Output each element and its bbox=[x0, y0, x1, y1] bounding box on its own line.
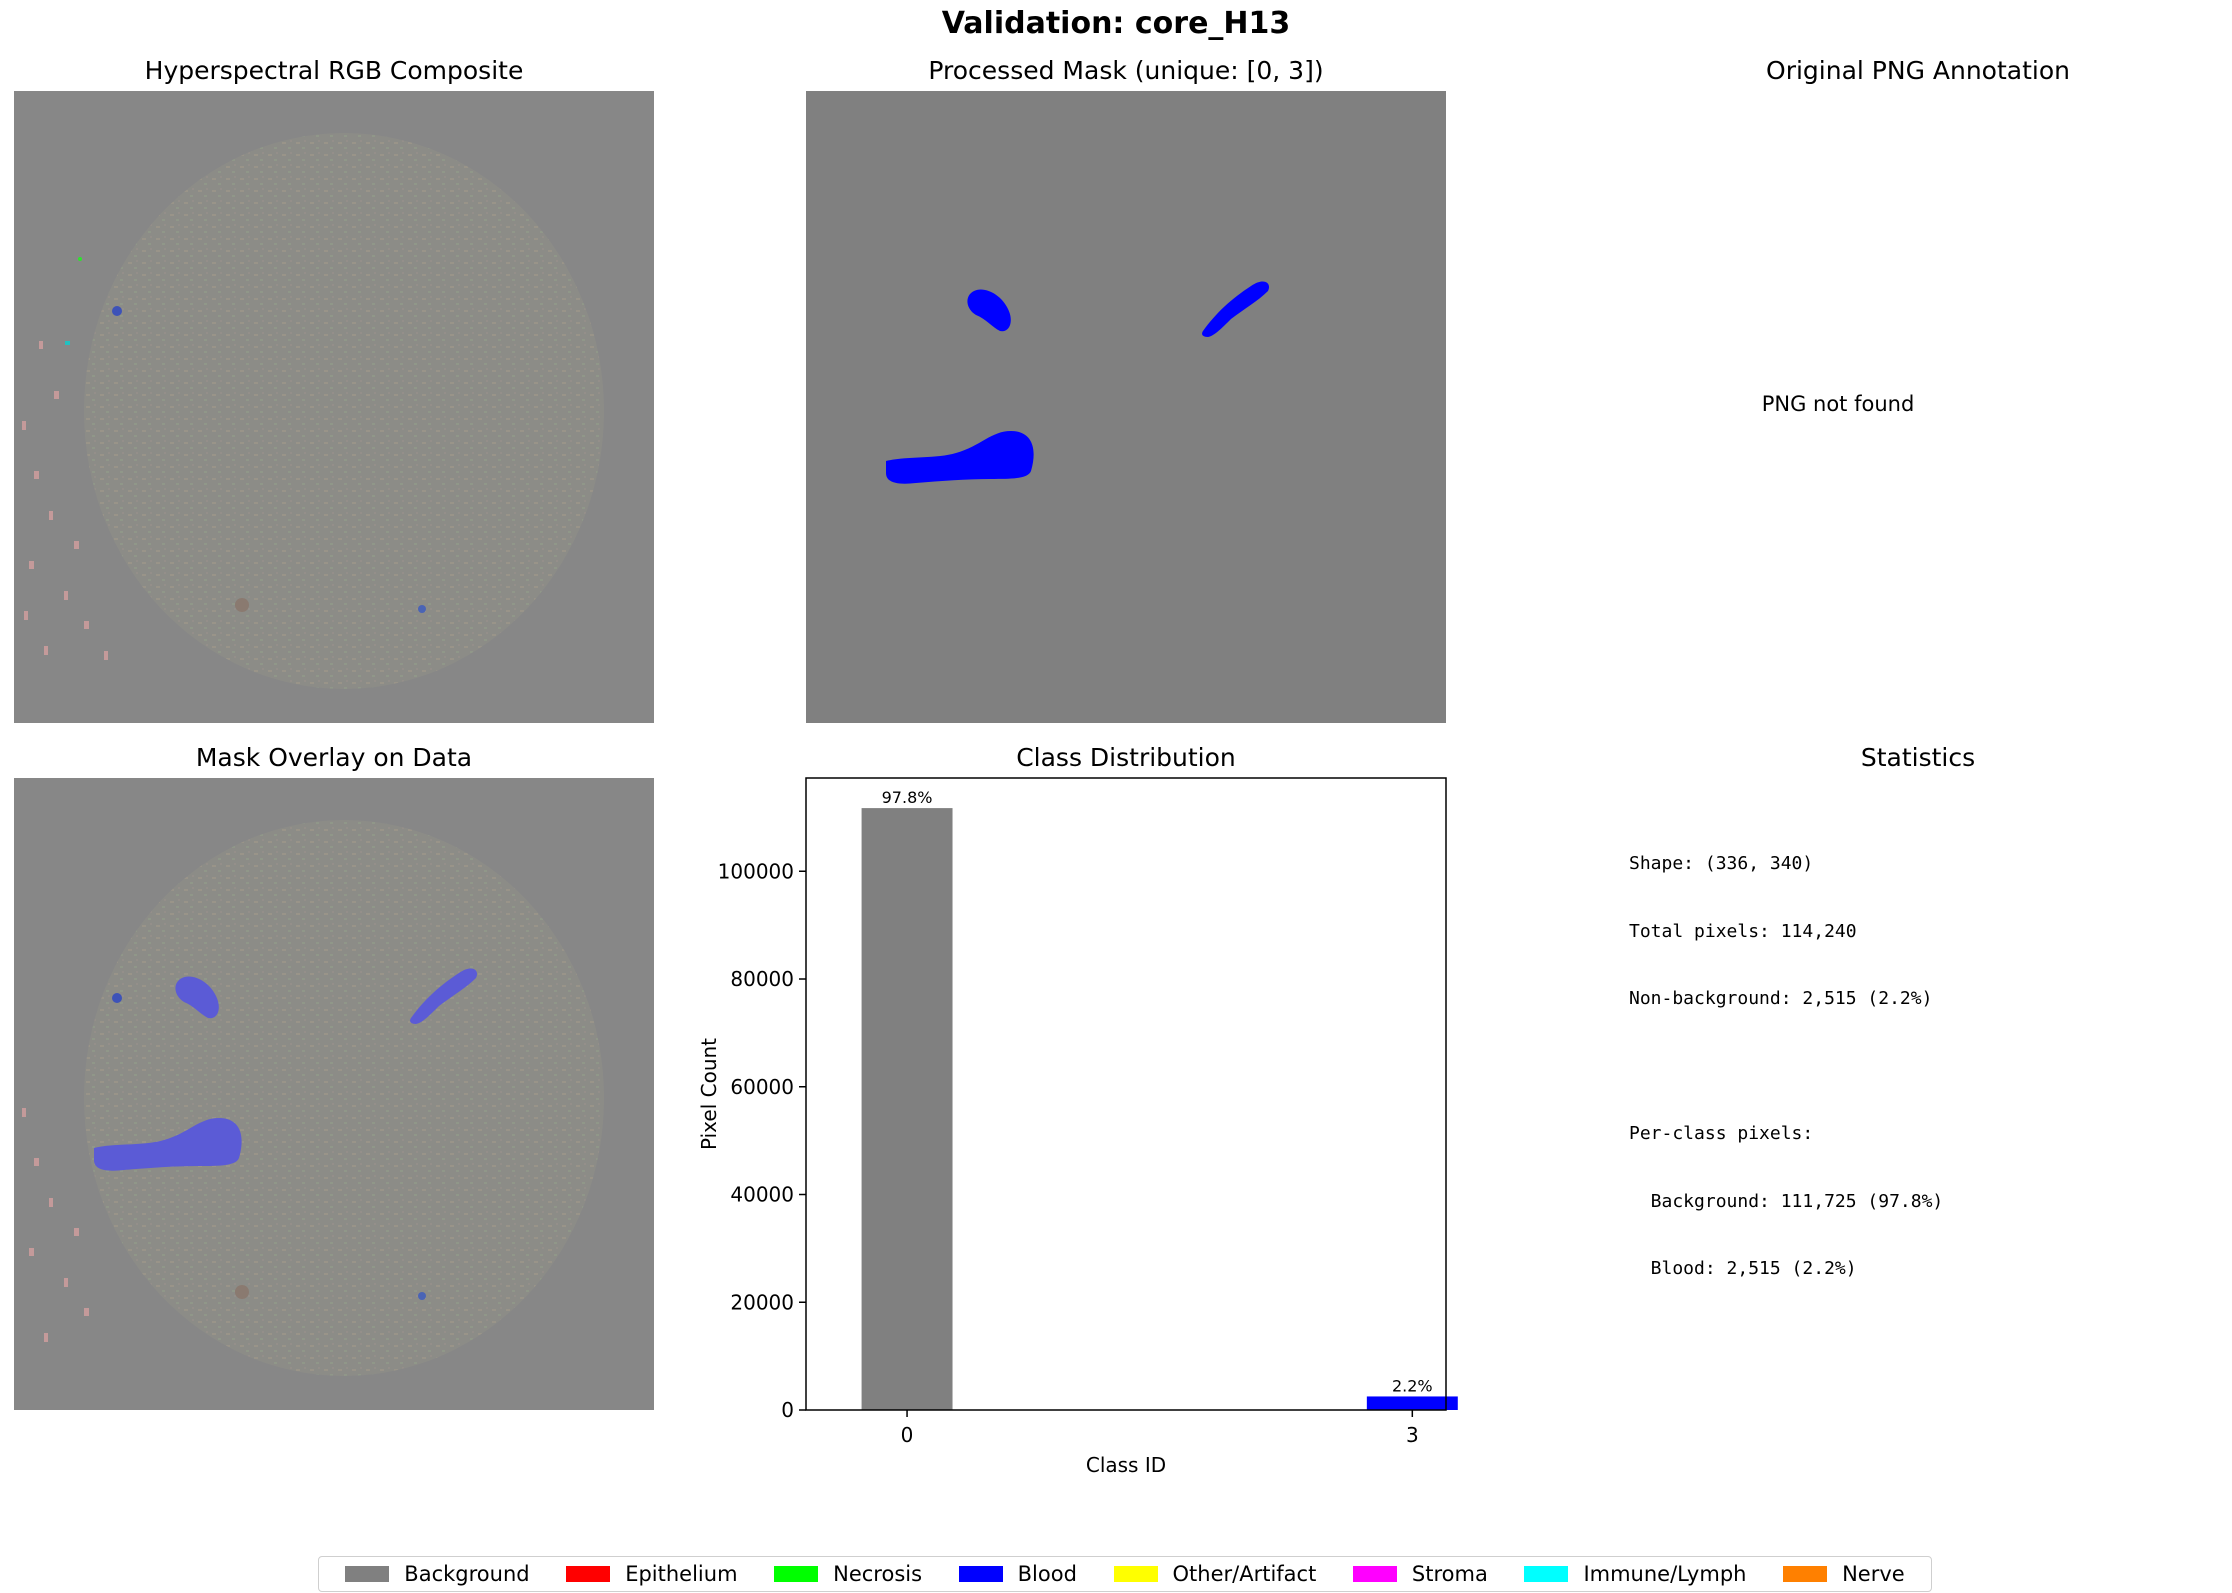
statistics-text: Shape: (336, 340) Total pixels: 114,240 … bbox=[1629, 808, 1943, 1303]
legend-item-blood: Blood bbox=[958, 1562, 1077, 1586]
chart-title: Class Distribution bbox=[1016, 743, 1236, 772]
stats-line: Background: 111,725 (97.8%) bbox=[1629, 1190, 1944, 1212]
legend-swatch bbox=[1352, 1566, 1397, 1582]
overlay-panel-title: Mask Overlay on Data bbox=[195, 743, 473, 772]
y-axis-label: Pixel Count bbox=[697, 1038, 721, 1150]
legend-label: Other/Artifact bbox=[1172, 1562, 1317, 1586]
class-distribution-chart: 97.8% 2.2% 0 20000 40000 60000 80000 100000 0 3… bbox=[660, 760, 1460, 1500]
bar-class-3 bbox=[1366, 1396, 1458, 1410]
rgb-composite-image bbox=[14, 91, 654, 723]
mask-overlay-image bbox=[14, 778, 654, 1410]
legend-swatch bbox=[345, 1566, 390, 1582]
legend-label: Background bbox=[404, 1562, 530, 1586]
bar-data-label: 97.8% bbox=[882, 788, 933, 807]
x-tick-label: 3 bbox=[1406, 1423, 1419, 1447]
rgb-panel-title: Hyperspectral RGB Composite bbox=[144, 56, 524, 85]
legend-item-epithelium: Epithelium bbox=[566, 1562, 738, 1586]
stats-line: Per-class pixels: bbox=[1629, 1123, 1814, 1144]
legend-label: Epithelium bbox=[625, 1562, 738, 1586]
png-not-found-message: PNG not found bbox=[1761, 392, 1915, 416]
legend-swatch bbox=[1524, 1566, 1569, 1582]
stats-line: Non-background: 2,515 (2.2%) bbox=[1629, 988, 1933, 1009]
chart-axes-frame bbox=[805, 777, 1447, 1411]
x-axis-label: Class ID bbox=[1086, 1453, 1166, 1477]
y-tick-label: 60000 bbox=[730, 1075, 794, 1099]
y-tick-label: 0 bbox=[781, 1398, 794, 1422]
y-tick-label: 20000 bbox=[730, 1290, 794, 1314]
legend-item-other-artifact: Other/Artifact bbox=[1113, 1562, 1317, 1586]
legend-label: Necrosis bbox=[833, 1562, 923, 1586]
processed-mask-image bbox=[806, 91, 1446, 723]
bar-chart-svg: 97.8% 2.2% 0 20000 40000 60000 80000 100000 0 3… bbox=[697, 777, 1458, 1477]
legend-label: Immune/Lymph bbox=[1583, 1562, 1747, 1586]
y-tick-label: 100000 bbox=[718, 859, 794, 883]
stats-line: Shape: (336, 340) bbox=[1629, 853, 1814, 874]
legend-swatch bbox=[566, 1566, 611, 1582]
bar-data-label: 2.2% bbox=[1392, 1376, 1433, 1395]
legend-item-nerve: Nerve bbox=[1783, 1562, 1905, 1586]
x-tick-label: 0 bbox=[901, 1423, 914, 1447]
legend-swatch bbox=[774, 1566, 819, 1582]
y-tick-label: 80000 bbox=[730, 967, 794, 991]
bar-class-0 bbox=[861, 808, 953, 1410]
legend-item-background: Background bbox=[345, 1562, 530, 1586]
stats-line: Blood: 2,515 (2.2%) bbox=[1629, 1258, 1857, 1279]
legend-swatch bbox=[1783, 1566, 1828, 1582]
stats-line bbox=[1629, 1056, 1943, 1079]
legend-swatch bbox=[958, 1566, 1003, 1582]
legend-label: Blood bbox=[1017, 1562, 1077, 1586]
stats-panel-title: Statistics bbox=[1860, 743, 1976, 772]
stats-line: Total pixels: 114,240 bbox=[1629, 920, 1857, 942]
y-tick-label: 40000 bbox=[730, 1183, 794, 1207]
class-legend: Background Epithelium Necrosis Blood Oth… bbox=[318, 1556, 1932, 1592]
legend-item-necrosis: Necrosis bbox=[774, 1562, 922, 1586]
legend-item-stroma: Stroma bbox=[1352, 1562, 1488, 1586]
mask-panel-title: Processed Mask (unique: [0, 3]) bbox=[928, 56, 1324, 85]
legend-swatch bbox=[1113, 1566, 1158, 1582]
legend-item-immune-lymph: Immune/Lymph bbox=[1524, 1562, 1746, 1586]
png-panel-title: Original PNG Annotation bbox=[1766, 56, 2070, 85]
legend-label: Nerve bbox=[1842, 1562, 1905, 1586]
figure-title: Validation: core_H13 bbox=[941, 6, 1291, 41]
legend-label: Stroma bbox=[1411, 1562, 1488, 1586]
